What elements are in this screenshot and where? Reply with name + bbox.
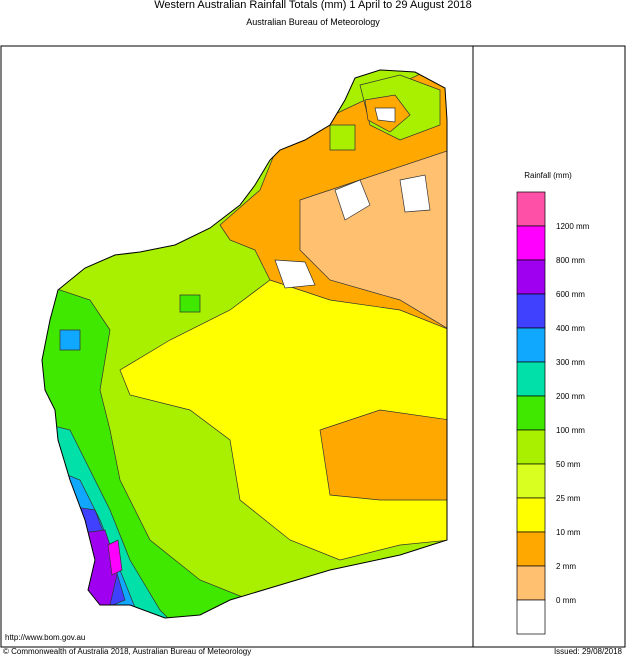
source-url: http://www.bom.gov.au bbox=[5, 633, 85, 642]
legend-swatch bbox=[516, 429, 546, 465]
legend-label: 10 mm bbox=[556, 528, 581, 537]
legend-swatch bbox=[516, 191, 546, 227]
legend-label: 300 mm bbox=[556, 358, 585, 367]
legend-swatch bbox=[516, 225, 546, 261]
legend-label: 100 mm bbox=[556, 426, 585, 435]
legend-title: Rainfall (mm) bbox=[524, 171, 572, 180]
legend-swatch bbox=[516, 361, 546, 397]
copyright: © Commonwealth of Australia 2018, Austra… bbox=[3, 647, 251, 656]
legend-label: 200 mm bbox=[556, 392, 585, 401]
legend-label: 600 mm bbox=[556, 290, 585, 299]
rainfall-map bbox=[41, 69, 448, 619]
legend: 1200 mm 800 mm 600 mm 400 mm 300 mm 200 mm 100… bbox=[516, 191, 590, 635]
legend-label: 50 mm bbox=[556, 460, 581, 469]
legend-label: 2 mm bbox=[556, 562, 576, 571]
legend-label: 0 mm bbox=[556, 596, 576, 605]
issued-date: Issued: 29/08/2018 bbox=[554, 647, 623, 656]
legend-swatch bbox=[516, 463, 546, 499]
legend-label: 800 mm bbox=[556, 256, 585, 265]
legend-swatch bbox=[516, 565, 546, 601]
legend-swatch bbox=[516, 395, 546, 431]
legend-label: 1200 mm bbox=[556, 222, 590, 231]
legend-swatch bbox=[516, 293, 546, 329]
legend-swatch bbox=[516, 327, 546, 363]
legend-swatch bbox=[516, 497, 546, 533]
subtitle: Australian Bureau of Meteorology bbox=[246, 17, 380, 27]
title: Western Australian Rainfall Totals (mm) … bbox=[154, 0, 472, 11]
legend-swatch bbox=[516, 259, 546, 295]
legend-swatch bbox=[516, 531, 546, 567]
legend-swatch bbox=[516, 599, 546, 635]
legend-label: 400 mm bbox=[556, 324, 585, 333]
legend-label: 25 mm bbox=[556, 494, 581, 503]
map-frame bbox=[0, 45, 626, 648]
